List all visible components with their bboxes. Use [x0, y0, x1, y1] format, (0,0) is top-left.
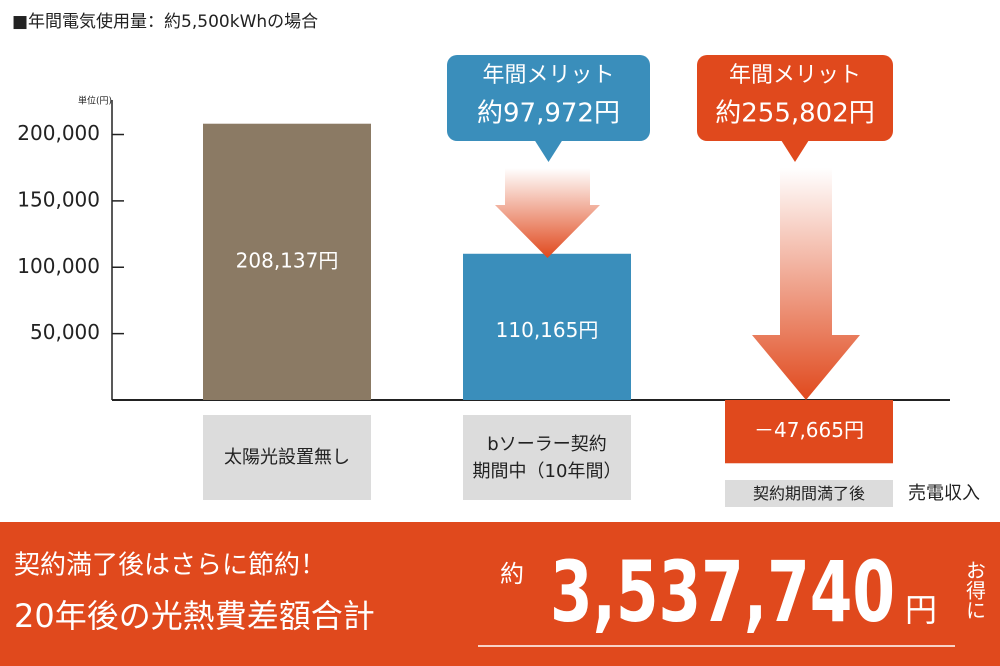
callout-label: 約97,972円: [477, 99, 620, 129]
arrow: [752, 168, 860, 400]
unit-label: 単位(円): [78, 95, 112, 107]
y-tick-label: 200,000: [17, 121, 100, 145]
y-tick-label: 50,000: [30, 320, 100, 344]
footer-unit: 円: [905, 591, 937, 629]
callout-pointer: [781, 140, 809, 162]
value-label: 208,137円: [236, 248, 339, 272]
arrow: [495, 168, 600, 258]
callout-title: 年間メリット: [482, 63, 614, 88]
bar: [725, 400, 893, 464]
category-label: bソーラー契約 期間中（10年間）: [463, 415, 631, 500]
footer-prefix: 約: [500, 560, 524, 588]
callout-box: [447, 55, 650, 141]
y-tick-label: 150,000: [17, 187, 100, 211]
callout-box: [697, 55, 893, 141]
y-tick-label: 100,000: [17, 254, 100, 278]
note: 売電収入: [908, 483, 980, 504]
footer-line2: 20年後の光熱費差額合計: [14, 597, 375, 635]
footer-banner: [0, 522, 1000, 666]
value-label: －47,665円: [754, 418, 864, 442]
footer-suffix: お得に: [963, 560, 987, 620]
value-label: 110,165円: [496, 318, 599, 342]
category-label: 契約期間満了後: [725, 480, 893, 507]
bar: [203, 123, 371, 400]
category-label: 太陽光設置無し: [203, 415, 371, 500]
callout-title: 年間メリット: [729, 63, 861, 88]
footer-line1: 契約満了後はさらに節約！: [14, 551, 326, 581]
callout-label: 約255,802円: [715, 99, 875, 129]
bar: [463, 253, 631, 400]
chart-title: ■年間電気使用量：約5,500kWhの場合: [12, 11, 318, 32]
callout-pointer: [534, 140, 563, 162]
footer-amount: 3,537,740: [550, 543, 895, 641]
